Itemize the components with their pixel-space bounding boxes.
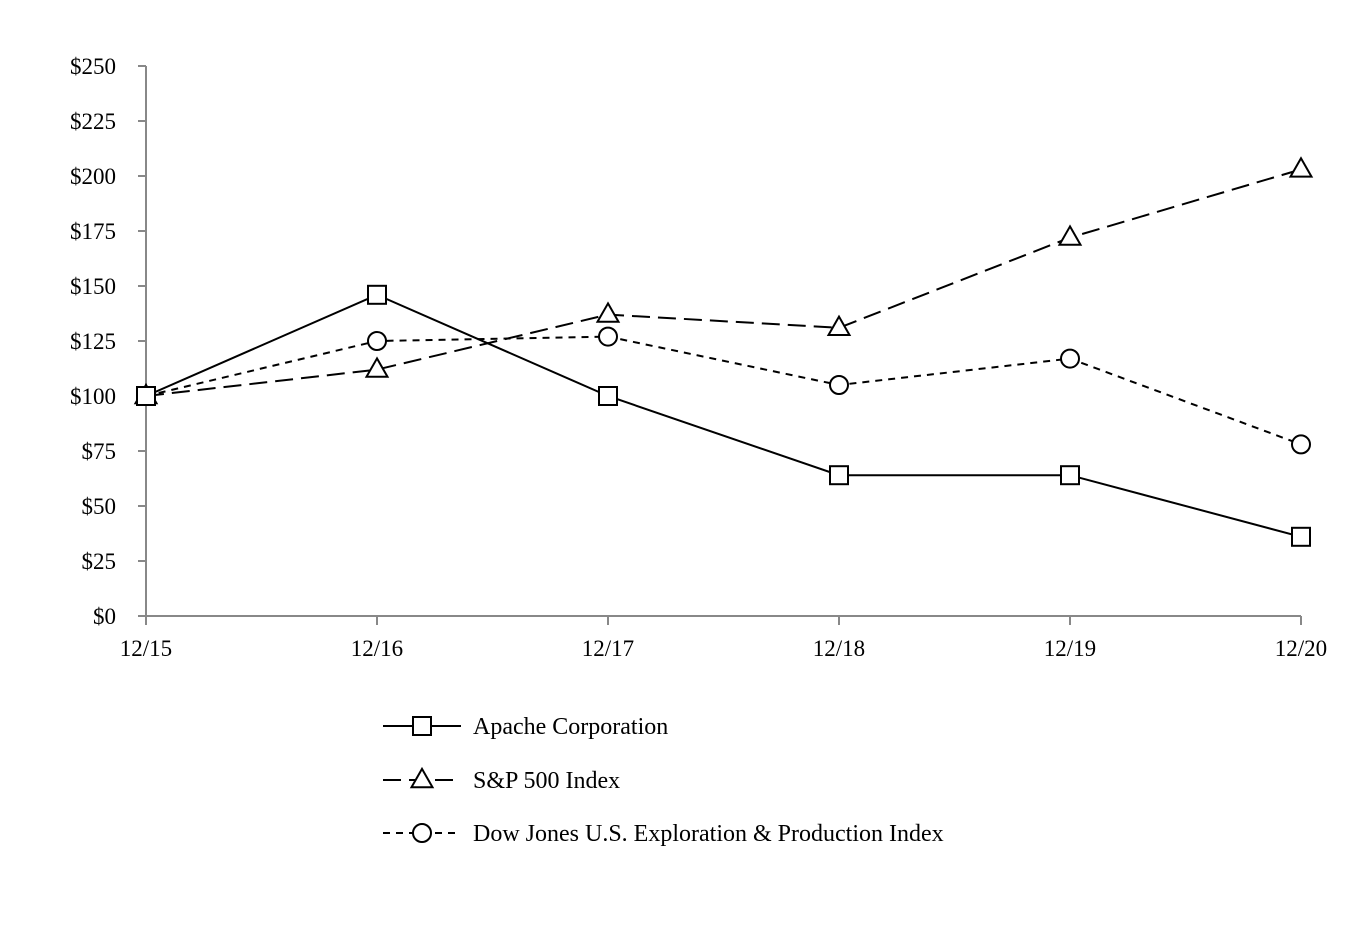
legend-marker-circle <box>412 823 432 843</box>
legend-item: Dow Jones U.S. Exploration & Production … <box>383 821 944 847</box>
data-point-circle <box>367 331 387 351</box>
y-tick-label: $75 <box>82 439 117 464</box>
y-tick-label: $0 <box>93 604 116 629</box>
legend-marker-square <box>412 716 432 736</box>
y-tick-label: $225 <box>70 109 116 134</box>
series-line-circle <box>145 335 1302 446</box>
x-tick-label: 12/19 <box>1044 636 1096 661</box>
y-tick-label: $100 <box>70 384 116 409</box>
y-tick-label: $250 <box>70 54 116 79</box>
series-line-square <box>145 293 1302 538</box>
data-point-circle <box>829 375 849 395</box>
legend-item: Apache Corporation <box>383 714 668 740</box>
axes: $0 $25 $50 $75 $100 $125 $150 $175 $200 $225 $250 1… <box>70 54 1327 661</box>
data-point-circle <box>1291 434 1311 455</box>
data-point-square <box>1291 526 1311 547</box>
series-layer <box>133 156 1314 547</box>
data-point-square <box>1060 465 1080 486</box>
x-tick-label: 12/15 <box>120 636 172 661</box>
x-tick-label: 12/16 <box>351 636 403 661</box>
data-point-square <box>367 284 387 305</box>
y-tick-label: $200 <box>70 164 116 189</box>
data-point-square <box>829 465 849 486</box>
legend-label: S&P 500 Index <box>473 768 620 794</box>
y-tick-label: $175 <box>70 219 116 244</box>
x-tick-label: 12/20 <box>1275 636 1327 661</box>
legend-item: S&P 500 Index <box>383 766 620 794</box>
legend-label: Apache Corporation <box>473 714 668 740</box>
data-point-circle <box>598 326 618 347</box>
x-tick-label: 12/17 <box>582 636 634 661</box>
legend-label: Dow Jones U.S. Exploration & Production … <box>473 821 944 847</box>
x-tick-label: 12/18 <box>813 636 865 661</box>
y-tick-label: $150 <box>70 274 116 299</box>
data-point-triangle <box>1288 156 1314 178</box>
legend: Apache Corporation S&P 500 Index Dow Jones… <box>383 714 944 847</box>
data-point-circle <box>1060 348 1080 369</box>
y-tick-label: $50 <box>82 494 117 519</box>
data-point-triangle <box>1057 224 1083 246</box>
data-point-square <box>598 386 618 406</box>
data-point-triangle <box>826 314 852 336</box>
series-line-triangle <box>145 168 1302 397</box>
data-point-square <box>136 386 156 406</box>
data-point-triangle <box>364 356 390 378</box>
legend-marker-triangle <box>409 766 435 789</box>
data-point-triangle <box>595 301 621 323</box>
y-tick-label: $125 <box>70 329 116 354</box>
y-tick-label: $25 <box>82 549 117 574</box>
